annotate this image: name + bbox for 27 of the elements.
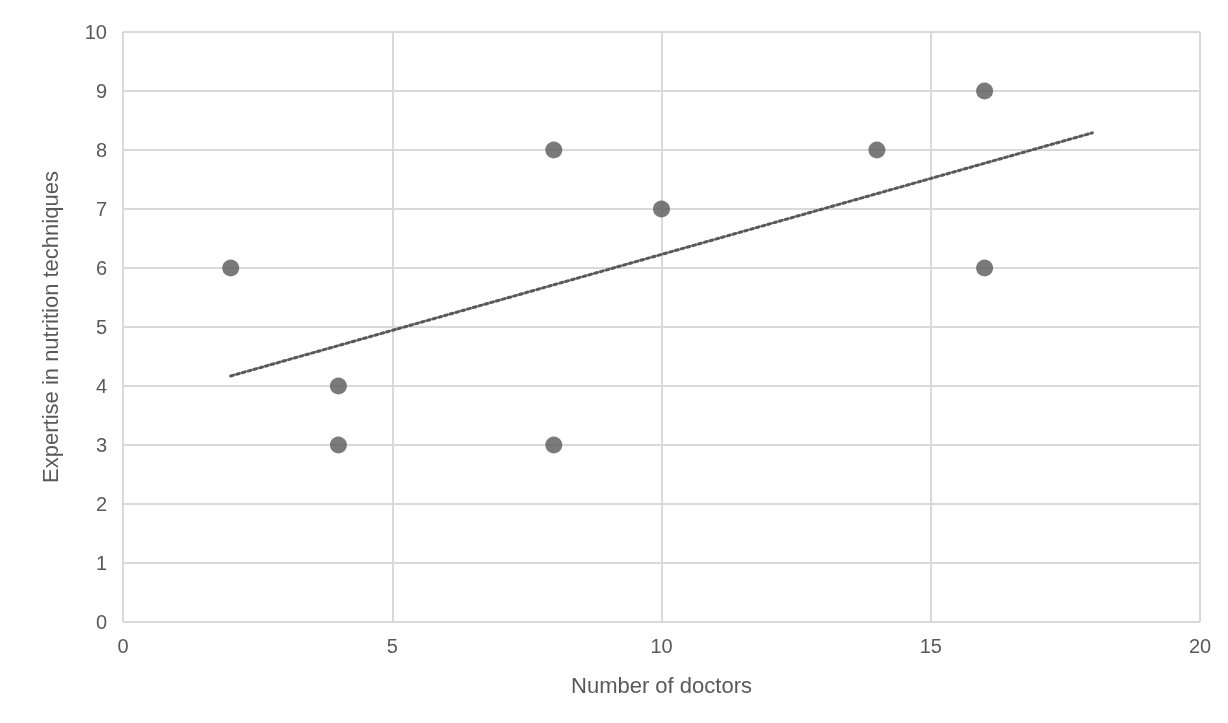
point	[545, 141, 563, 159]
y-tick-label: 4	[95, 375, 107, 397]
point	[545, 436, 563, 454]
y-tick-label: 1	[95, 552, 107, 574]
x-tick-label: 0	[117, 635, 129, 657]
y-tick-label: 7	[95, 198, 107, 220]
point	[976, 259, 994, 277]
x-tick-label: 5	[386, 635, 398, 657]
x-tick-label: 10	[650, 635, 673, 657]
point	[329, 377, 347, 395]
point	[976, 82, 994, 100]
point	[329, 436, 347, 454]
x-tick-label: 15	[919, 635, 942, 657]
point	[653, 200, 670, 218]
y-tick-label: 6	[95, 257, 107, 279]
x-axis-title: Number of doctors	[571, 672, 752, 698]
y-tick-label: 0	[95, 611, 107, 633]
y-tick-label: 9	[95, 80, 107, 102]
point	[222, 259, 240, 277]
y-tick-label: 8	[95, 139, 107, 161]
y-tick-label: 10	[84, 21, 107, 43]
point	[868, 141, 886, 159]
y-tick-label: 3	[95, 434, 107, 456]
y-tick-label: 2	[95, 493, 107, 515]
x-tick-label: 20	[1188, 635, 1212, 657]
y-axis-title: Expertise in nutrition techniques	[37, 171, 63, 483]
y-tick-label: 5	[95, 316, 107, 338]
